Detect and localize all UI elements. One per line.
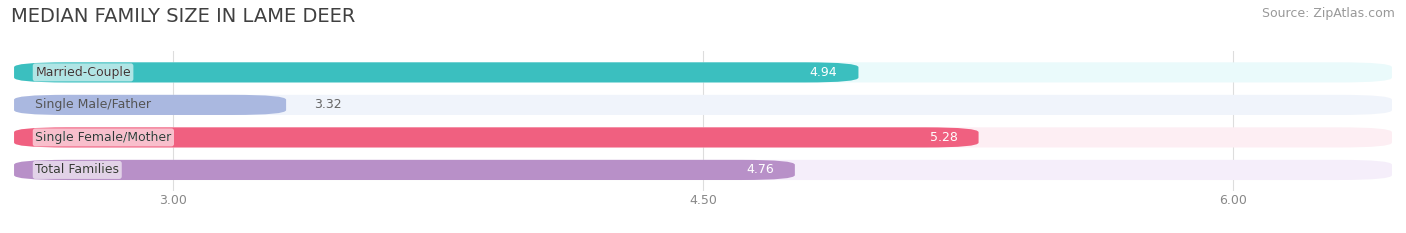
FancyBboxPatch shape [14, 62, 1392, 82]
Text: Married-Couple: Married-Couple [35, 66, 131, 79]
FancyBboxPatch shape [14, 95, 285, 115]
Text: Single Female/Mother: Single Female/Mother [35, 131, 172, 144]
FancyBboxPatch shape [14, 160, 794, 180]
Text: Married-Couple: Married-Couple [35, 66, 131, 79]
Text: 4.94: 4.94 [810, 66, 837, 79]
FancyBboxPatch shape [14, 62, 859, 82]
Text: Married-Couple: Married-Couple [35, 66, 131, 79]
Text: Total Families: Total Families [35, 163, 120, 176]
FancyBboxPatch shape [14, 160, 1392, 180]
Text: 5.28: 5.28 [929, 131, 957, 144]
FancyBboxPatch shape [14, 127, 979, 147]
Text: Single Male/Father: Single Male/Father [35, 98, 152, 111]
Text: Total Families: Total Families [35, 163, 120, 176]
Text: 3.32: 3.32 [315, 98, 342, 111]
Text: Source: ZipAtlas.com: Source: ZipAtlas.com [1261, 7, 1395, 20]
Text: Single Female/Mother: Single Female/Mother [35, 131, 172, 144]
Text: MEDIAN FAMILY SIZE IN LAME DEER: MEDIAN FAMILY SIZE IN LAME DEER [11, 7, 356, 26]
Text: 4.76: 4.76 [747, 163, 773, 176]
Text: Total Families: Total Families [35, 163, 120, 176]
FancyBboxPatch shape [14, 127, 1392, 147]
Text: Single Female/Mother: Single Female/Mother [35, 131, 172, 144]
FancyBboxPatch shape [14, 95, 1392, 115]
